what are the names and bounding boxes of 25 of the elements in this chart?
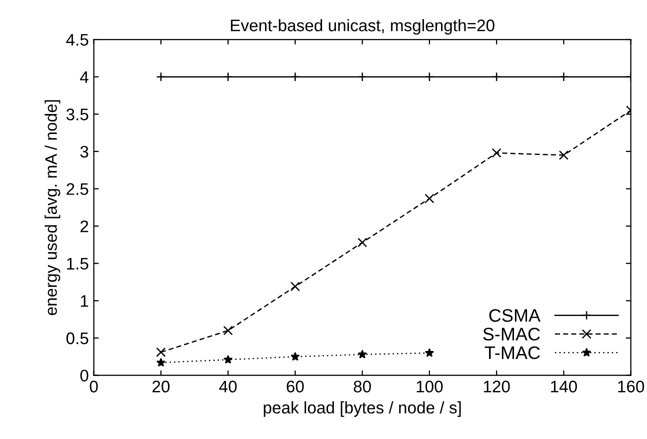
- x-tick-label: 160: [618, 380, 644, 392]
- y-tick-label: 2: [80, 220, 88, 232]
- x-tick-label: 0: [90, 380, 98, 392]
- x-axis-title: peak load [bytes / node / s]: [264, 401, 461, 417]
- y-tick-label: 1: [80, 295, 88, 307]
- y-tick-label: 4: [80, 71, 88, 83]
- y-tick-label: 3: [80, 146, 88, 158]
- x-tick-label: 80: [354, 380, 371, 392]
- y-axis-title: energy used [avg. mA / node]: [44, 100, 60, 316]
- y-tick-label: 2.5: [66, 183, 88, 195]
- x-tick-label: 140: [551, 380, 577, 392]
- chart-title: Event-based unicast, msglength=20: [230, 19, 494, 35]
- y-tick-label: 3.5: [66, 108, 88, 120]
- y-tick-label: 0: [80, 370, 88, 382]
- legend-label: CSMA: [489, 309, 541, 322]
- y-tick-label: 1.5: [67, 258, 88, 270]
- x-tick-label: 100: [416, 380, 443, 392]
- x-tick-label: 120: [484, 380, 510, 392]
- x-tick-label: 20: [152, 380, 170, 392]
- legend-label: S-MAC: [483, 328, 540, 340]
- y-tick-label: 4.5: [66, 34, 88, 46]
- x-tick-label: 60: [286, 380, 304, 392]
- y-tick-label: 0.5: [66, 332, 88, 344]
- x-tick-label: 40: [219, 380, 237, 392]
- legend-label: T-MAC: [484, 346, 540, 360]
